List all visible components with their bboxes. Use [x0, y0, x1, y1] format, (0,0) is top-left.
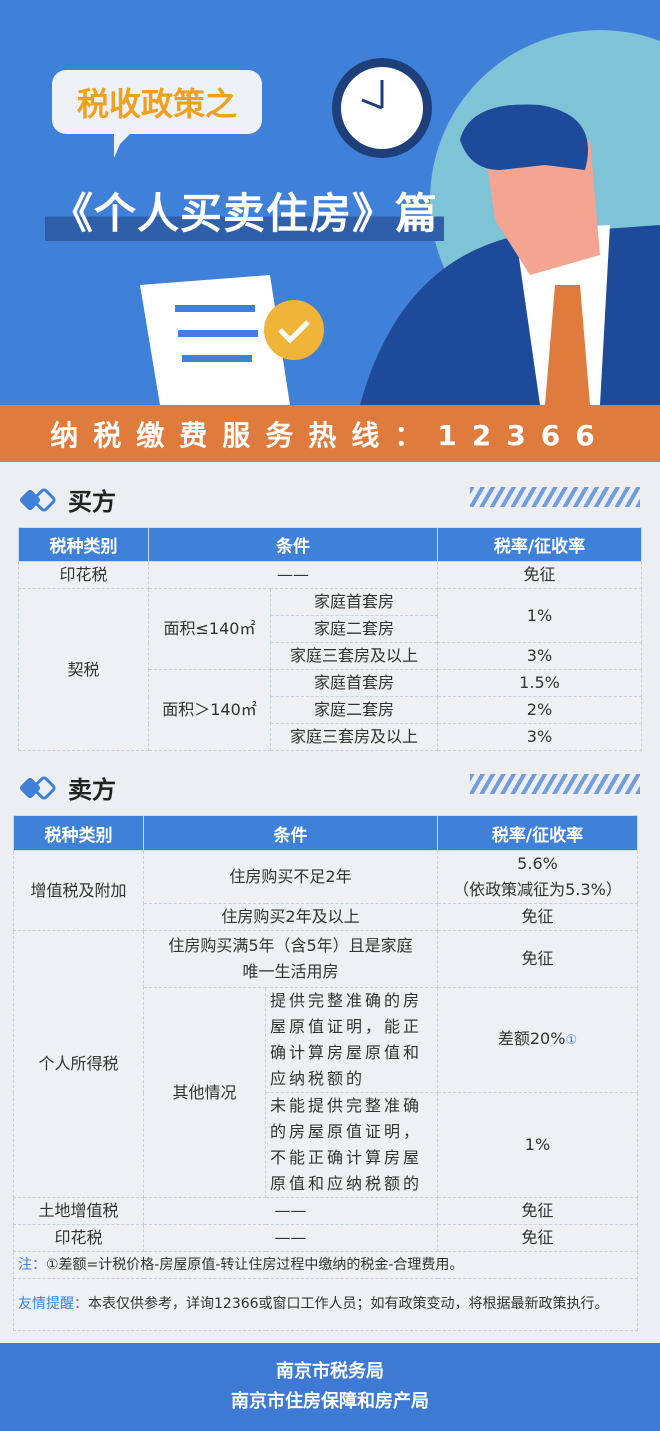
issuer-tax-bureau: 南京市税务局	[276, 1361, 384, 1382]
table-row: 契税 面积≤140㎡ 家庭首套房 1%	[18, 588, 642, 751]
table-cell: 其他情况	[143, 987, 266, 1198]
check-icon	[264, 300, 324, 360]
table-cell: 友情提醒：本表仅供参考，详询12366或窗口工作人员；如有政策变动，将根据最新政…	[13, 1278, 638, 1331]
footer: 南京市税务局 南京市住房保障和房产局	[0, 1343, 660, 1431]
issuer-housing-bureau: 南京市住房保障和房产局	[231, 1391, 429, 1412]
hero-banner: 税收政策之 《个人买卖住房》篇	[0, 0, 660, 405]
table-cell: 增值税及附加	[13, 850, 144, 931]
footnote-row: 注：①差额=计税价格-房屋原值-转让住房过程中缴纳的税金-合理费用。	[13, 1251, 638, 1279]
table-cell: 未能提供完整准确的房屋原值证明，不能正确计算房屋原值和应纳税额的	[265, 1092, 438, 1198]
table-cell: ——	[148, 561, 438, 589]
seller-section-heading: 卖方	[18, 770, 116, 805]
table-row: 其他情况 提供完整准确的房屋原值证明，能正确计算房屋原值和应纳税额的 差额20%①	[14, 987, 638, 1198]
table-cell: 1%	[437, 1092, 638, 1198]
diamond-icon	[19, 775, 56, 800]
businessman-illustration	[140, 30, 660, 405]
table-cell: 差额20%①	[437, 987, 638, 1093]
col-header: 条件	[148, 527, 438, 562]
table-cell: 免征	[437, 1224, 638, 1252]
decorative-stripes	[470, 774, 640, 794]
table-row: 住房购买2年及以上 免征	[14, 903, 638, 931]
table-cell: 住房购买2年及以上	[143, 903, 438, 931]
table-cell: 印花税	[18, 561, 149, 589]
table-cell: 面积＞140㎡	[148, 669, 271, 751]
table-cell: 1.5%	[437, 669, 642, 697]
buyer-title: 买方	[68, 488, 116, 516]
table-cell: 住房购买不足2年	[143, 850, 438, 904]
table-cell: 免征	[437, 930, 638, 988]
table-cell: 5.6% （依政策减征为5.3%）	[437, 850, 638, 904]
table-cell: 免征	[437, 561, 642, 589]
table-cell: 家庭首套房	[270, 588, 438, 616]
seller-tax-table: 税种类别 条件 税率/征收率 增值税及附加 住房购买不足2年 5.6% （依政策减征为5.…	[13, 815, 638, 1331]
col-header: 税率/征收率	[437, 527, 642, 562]
table-row: 家庭二套房	[19, 615, 642, 643]
table-cell: 家庭三套房及以上	[270, 642, 438, 670]
table-cell: 免征	[437, 903, 638, 931]
table-cell: 个人所得税	[13, 930, 144, 1198]
decorative-stripes	[470, 487, 640, 507]
table-cell: 3%	[437, 723, 642, 751]
table-row: 家庭三套房及以上 3%	[19, 642, 642, 670]
policy-badge: 税收政策之	[52, 70, 262, 158]
page-title: 《个人买卖住房》篇	[45, 180, 445, 241]
col-header: 税种类别	[18, 527, 149, 562]
table-cell: 家庭三套房及以上	[270, 723, 438, 751]
table-row: 增值税及附加 住房购买不足2年 5.6% （依政策减征为5.3%）	[13, 850, 638, 931]
table-cell: ——	[143, 1197, 438, 1225]
col-header: 条件	[143, 815, 438, 851]
table-cell: 住房购买满5年（含5年）且是家庭唯一生活用房	[143, 930, 438, 988]
col-header: 税种类别	[13, 815, 144, 851]
table-row: 家庭二套房 2%	[19, 696, 642, 724]
table-cell: 家庭二套房	[270, 615, 438, 643]
buyer-section-heading: 买方	[18, 482, 116, 517]
col-header: 税率/征收率	[437, 815, 638, 851]
table-cell: 家庭二套房	[270, 696, 438, 724]
table-row: 家庭三套房及以上 3%	[19, 723, 642, 751]
table-row: 印花税 —— 免征	[13, 1224, 638, 1252]
table-cell: 免征	[437, 1197, 638, 1225]
table-cell: 3%	[437, 642, 642, 670]
table-row: 个人所得税 住房购买满5年（含5年）且是家庭唯一生活用房 免征	[13, 930, 638, 1198]
reminder-row: 友情提醒：本表仅供参考，详询12366或窗口工作人员；如有政策变动，将根据最新政…	[13, 1278, 638, 1331]
hotline-banner: 纳税缴费服务热线：12366	[0, 405, 660, 462]
table-cell: 注：①差额=计税价格-房屋原值-转让住房过程中缴纳的税金-合理费用。	[13, 1251, 638, 1279]
table-cell: 面积≤140㎡	[148, 588, 271, 670]
diamond-icon	[19, 487, 56, 512]
table-cell: 印花税	[13, 1224, 144, 1252]
table-cell: ——	[143, 1224, 438, 1252]
table-row: 面积＞140㎡ 家庭首套房 1.5%	[19, 669, 642, 751]
table-cell: 契税	[18, 588, 149, 751]
table-row: 印花税 —— 免征	[18, 561, 642, 589]
buyer-tax-table: 税种类别 条件 税率/征收率 印花税 —— 免征 契税 面积≤140㎡ 家庭首套房 1% 家庭…	[18, 527, 642, 751]
table-cell: 家庭首套房	[270, 669, 438, 697]
table-cell: 2%	[437, 696, 642, 724]
seller-title: 卖方	[68, 776, 116, 804]
table-row: 土地增值税 —— 免征	[13, 1197, 638, 1225]
table-cell: 1%	[437, 588, 642, 643]
table-cell: 提供完整准确的房屋原值证明，能正确计算房屋原值和应纳税额的	[265, 987, 438, 1093]
table-cell: 土地增值税	[13, 1197, 144, 1225]
